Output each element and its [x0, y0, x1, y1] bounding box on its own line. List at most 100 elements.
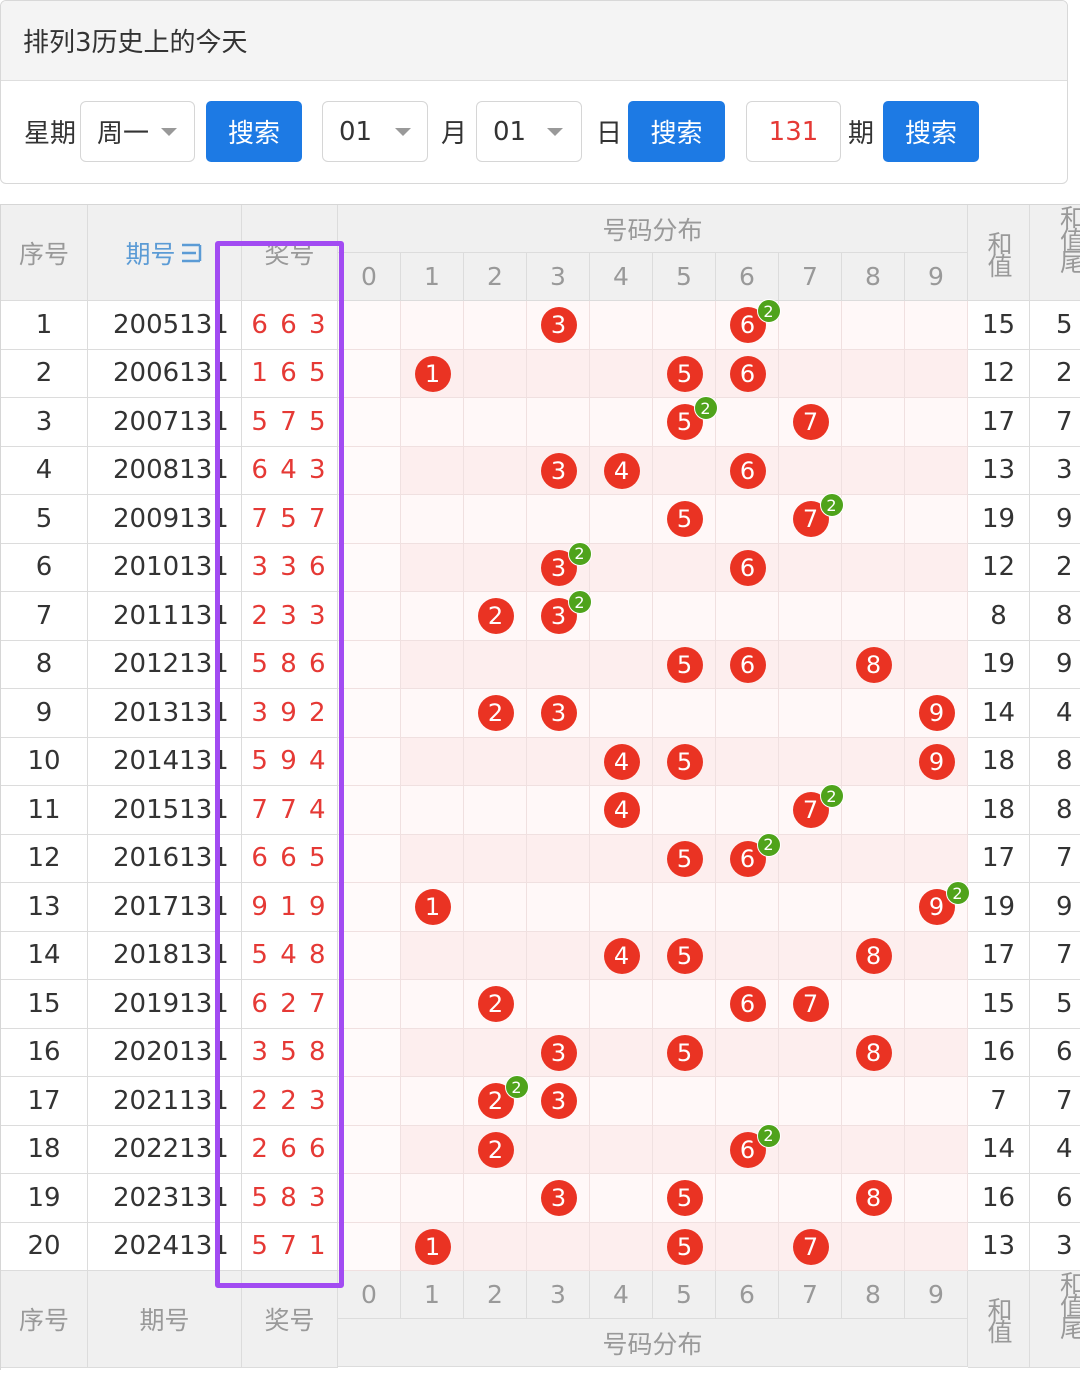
sum-cell: 15: [968, 301, 1030, 350]
day-select[interactable]: 01: [476, 101, 582, 162]
digit-cell: [590, 543, 653, 592]
issue-input[interactable]: 131: [746, 101, 841, 162]
digit-cell: [905, 834, 968, 883]
digit-cell: [401, 543, 464, 592]
tail-cell: 6: [1030, 1029, 1080, 1077]
digit-cell: [779, 349, 842, 398]
tail-cell: 3: [1030, 447, 1080, 495]
dropdown-arrow: [395, 128, 411, 136]
digit-cell: [716, 1028, 779, 1077]
digit-cell: [401, 737, 464, 786]
seq-cell: 6: [1, 543, 88, 592]
search-button[interactable]: 搜索: [883, 101, 979, 162]
sum-cell: 12: [968, 543, 1030, 592]
digit-cell: [842, 834, 905, 883]
sum-cell: 13: [968, 1222, 1030, 1271]
digit-cell: [905, 786, 968, 835]
sum-cell: 16: [968, 1028, 1030, 1077]
number-ball: 1: [414, 889, 451, 926]
number-cell: 5 8 6: [242, 640, 338, 689]
period-cell: 2019131: [88, 980, 242, 1029]
tail-cell: 4: [1030, 689, 1080, 738]
digit-header: 3: [527, 1271, 590, 1319]
digit-cell: [905, 640, 968, 689]
digit-cell: [590, 980, 653, 1029]
number-ball: 3: [540, 307, 577, 344]
digit-cell: [338, 398, 401, 447]
period-cell: 2005131: [88, 301, 242, 350]
number-cell: 3 9 2: [242, 689, 338, 738]
history-table: 序号 期号 奖号 号码分布 0 1 2 3 4 5 6 7 8 9 和值 和值尾 1 2005131 6 6 3 15…: [0, 204, 1080, 1370]
number-ball: 2: [477, 598, 514, 635]
digit-header: 0: [338, 253, 401, 301]
sum-cell: 13: [968, 446, 1030, 495]
seq-cell: 18: [1, 1125, 88, 1174]
number-cell: 9 1 9: [242, 883, 338, 932]
digit-cell: [842, 446, 905, 495]
seq-cell: 9: [1, 689, 88, 738]
digit-header: 6: [716, 253, 779, 301]
period-cell: 2016131: [88, 834, 242, 883]
digit-cell: [338, 883, 401, 932]
weekday-select[interactable]: 周一: [80, 101, 195, 162]
digit-header: 4: [590, 253, 653, 301]
number-ball: 3: [540, 695, 577, 732]
digit-header: 1: [401, 1271, 464, 1319]
digit-cell: [464, 1222, 527, 1271]
seq-cell: 4: [1, 446, 88, 495]
repeat-badge: 2: [756, 832, 781, 857]
month-label: 月: [441, 118, 468, 149]
tail-cell: 7: [1030, 932, 1080, 980]
digit-header: 2: [464, 1271, 527, 1319]
sum-cell: 16: [968, 1174, 1030, 1223]
number-ball: 7: [792, 501, 829, 538]
digit-cell: [464, 883, 527, 932]
digit-header: 7: [779, 253, 842, 301]
digit-cell: [779, 640, 842, 689]
digit-cell: [842, 398, 905, 447]
number-ball: 4: [603, 792, 640, 829]
number-ball: 8: [855, 1180, 892, 1217]
number-ball: 6: [729, 307, 766, 344]
number-ball: 7: [792, 1228, 829, 1265]
digit-cell: [779, 301, 842, 350]
seq-cell: 15: [1, 980, 88, 1029]
sum-cell: 17: [968, 834, 1030, 883]
digit-header: 7: [779, 1271, 842, 1319]
number-ball: 6: [729, 355, 766, 392]
digit-cell: [464, 301, 527, 350]
sort-icon[interactable]: [180, 241, 204, 265]
digit-cell: [590, 301, 653, 350]
digit-cell: [716, 883, 779, 932]
dropdown-arrow: [547, 128, 563, 136]
digit-cell: [905, 1077, 968, 1126]
seq-cell: 1: [1, 301, 88, 350]
digit-cell: [779, 689, 842, 738]
highlight-box: [215, 241, 344, 1288]
sum-cell: 14: [968, 1125, 1030, 1174]
digit-header: 8: [842, 253, 905, 301]
number-cell: 5 9 4: [242, 737, 338, 786]
number-ball: 9: [918, 889, 955, 926]
month-select[interactable]: 01: [322, 101, 428, 162]
digit-cell: [527, 640, 590, 689]
digit-cell: [905, 301, 968, 350]
digit-cell: [590, 1125, 653, 1174]
digit-cell: [527, 883, 590, 932]
digit-cell: [842, 1222, 905, 1271]
digit-cell: [905, 398, 968, 447]
search-button[interactable]: 搜索: [206, 101, 302, 162]
digit-cell: [842, 592, 905, 641]
digit-cell: [653, 689, 716, 738]
search-button[interactable]: 搜索: [628, 101, 725, 162]
digit-cell: [716, 737, 779, 786]
digit-header: 5: [653, 1271, 716, 1319]
digit-cell: [905, 446, 968, 495]
sum-cell: 18: [968, 737, 1030, 786]
digit-cell: [716, 931, 779, 980]
sum-cell: 7: [968, 1077, 1030, 1126]
tail-cell: 2: [1030, 350, 1080, 398]
number-cell: 2 3 3: [242, 592, 338, 641]
weekday-value: 周一: [97, 119, 150, 149]
digit-cell: [527, 931, 590, 980]
